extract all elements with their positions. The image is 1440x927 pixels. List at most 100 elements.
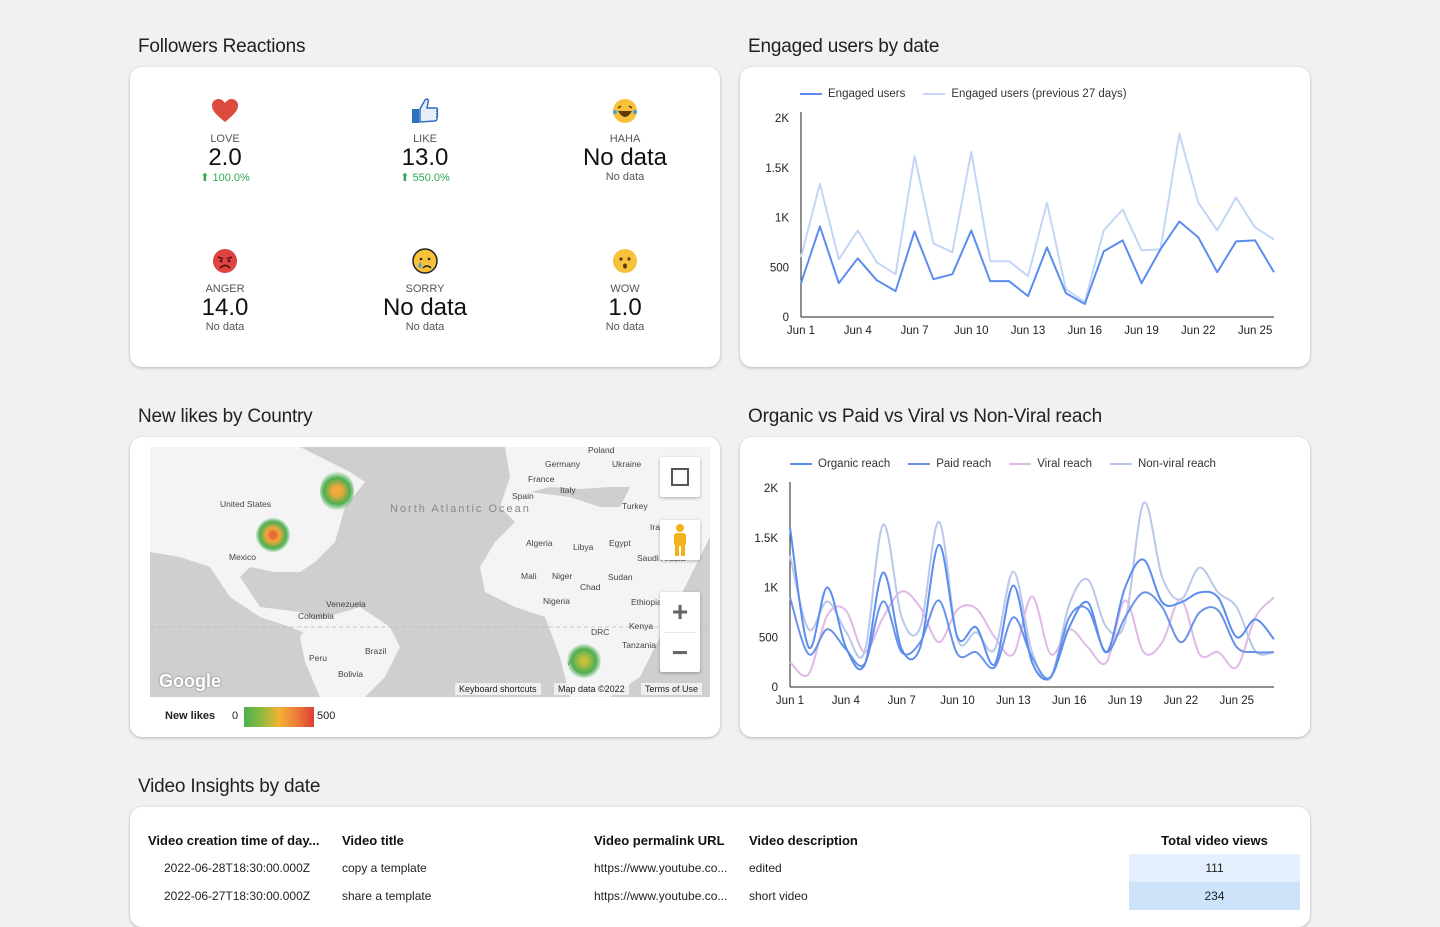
legend-label: Engaged users (previous 27 days) bbox=[951, 88, 1127, 100]
x-tick-label: Jun 13 bbox=[1011, 325, 1046, 337]
reaction-change: ⬆ 100.0% bbox=[125, 171, 325, 184]
cell-views: 234 bbox=[1129, 882, 1300, 910]
keyboard-shortcuts-link[interactable]: Keyboard shortcuts bbox=[455, 683, 541, 695]
engaged-users-chart: 0 500 1K 1.5K 2K Jun 1 Jun 4 Jun 7 Jun 10 Jun 13 J… bbox=[765, 112, 1275, 337]
map-legend-gradient bbox=[244, 707, 314, 727]
cell-views: 111 bbox=[1129, 854, 1300, 882]
column-header[interactable]: Total video views bbox=[1161, 832, 1268, 848]
cell-url[interactable]: https://www.youtube.co... bbox=[594, 889, 728, 903]
legend-item[interactable]: Organic reach bbox=[790, 458, 890, 470]
column-header[interactable]: Video title bbox=[342, 832, 404, 848]
map-country-label: Libya bbox=[573, 542, 594, 552]
series-line-engaged-users-previous-27-days- bbox=[800, 132, 1275, 304]
reaction-label: LIKE bbox=[413, 133, 437, 145]
terms-of-use-link[interactable]: Terms of Use bbox=[641, 683, 703, 695]
map-country-label: DRC bbox=[591, 627, 610, 637]
reaction-value: No data bbox=[582, 144, 668, 171]
ocean-label: North Atlantic Ocean bbox=[390, 503, 531, 515]
reaction-like: LIKE 13.0 ⬆ 550.0% bbox=[325, 97, 525, 184]
country-map[interactable]: North Atlantic Ocean Poland Germany Ukrain… bbox=[150, 447, 710, 697]
street-view-pegman-button[interactable] bbox=[660, 520, 700, 560]
chart-legend: Organic reach Paid reach Viral reach Non… bbox=[790, 458, 1216, 470]
column-header[interactable]: Video description bbox=[749, 832, 858, 848]
series-line-engaged-users bbox=[800, 220, 1275, 306]
reaction-value: No data bbox=[382, 294, 468, 321]
reaction-sorry: SORRY No data No data bbox=[325, 247, 525, 333]
legend-swatch bbox=[1109, 463, 1132, 465]
legend-item[interactable]: Viral reach bbox=[1009, 458, 1092, 470]
map-country-label: United States bbox=[220, 499, 272, 509]
column-header[interactable]: Video creation time of day... bbox=[148, 832, 320, 848]
map-country-label: Mali bbox=[521, 571, 537, 581]
legend-label: Viral reach bbox=[1037, 458, 1092, 470]
reaction-label: SORRY bbox=[405, 283, 445, 295]
zoom-in-button[interactable]: + bbox=[671, 596, 689, 627]
map-country-label: Bolivia bbox=[338, 669, 364, 679]
google-logo: Google bbox=[159, 671, 221, 691]
column-header[interactable]: Video permalink URL bbox=[594, 832, 725, 848]
table-row[interactable]: 2022-06-28T18:30:00.000Z copy a template… bbox=[148, 854, 1300, 882]
table-header-row: Video creation time of day... Video titl… bbox=[148, 826, 1300, 854]
x-tick-label: Jun 1 bbox=[776, 695, 804, 707]
reaction-haha: HAHA No data No data bbox=[525, 97, 725, 183]
reach-title: Organic vs Paid vs Viral vs Non-Viral re… bbox=[748, 406, 1102, 427]
legend-label: Non-viral reach bbox=[1137, 458, 1216, 470]
legend-item[interactable]: Non-viral reach bbox=[1109, 458, 1216, 470]
x-tick-label: Jun 19 bbox=[1124, 325, 1159, 337]
y-tick-label: 500 bbox=[770, 262, 789, 274]
map-country-label: Kenya bbox=[629, 621, 654, 631]
legend-label: Engaged users bbox=[828, 88, 906, 100]
map-country-label: Italy bbox=[560, 485, 576, 495]
reaction-value: 2.0 bbox=[208, 144, 242, 171]
new-likes-title: New likes by Country bbox=[138, 406, 313, 427]
fullscreen-icon bbox=[671, 468, 689, 486]
table-row[interactable]: 2022-06-27T18:30:00.000Z share a templat… bbox=[148, 882, 1300, 910]
pegman-icon bbox=[674, 524, 686, 556]
map-legend-min: 0 bbox=[232, 710, 239, 722]
reach-chart: 0 500 1K 1.5K 2K Jun 1 Jun 4 Jun 7 Jun 10 Jun 13 J… bbox=[754, 482, 1275, 707]
angry-face-icon bbox=[213, 249, 237, 273]
x-tick-label: Jun 19 bbox=[1108, 695, 1143, 707]
legend-swatch bbox=[790, 463, 812, 465]
cell-url[interactable]: https://www.youtube.co... bbox=[594, 861, 728, 875]
video-insights-card: Video creation time of day... Video titl… bbox=[130, 807, 1310, 927]
reaction-anger: ANGER 14.0 No data bbox=[125, 247, 325, 333]
reaction-change: No data bbox=[605, 171, 645, 183]
x-tick-label: Jun 16 bbox=[1052, 695, 1087, 707]
map-legend-max: 500 bbox=[317, 710, 336, 722]
x-tick-label: Jun 22 bbox=[1181, 325, 1216, 337]
y-tick-label: 0 bbox=[772, 682, 778, 694]
cell-description: short video bbox=[749, 889, 808, 903]
legend-item[interactable]: Engaged users (previous 27 days) bbox=[923, 88, 1127, 100]
map-country-label: Peru bbox=[309, 653, 327, 663]
y-tick-label: 1K bbox=[775, 213, 789, 225]
legend-label: Organic reach bbox=[818, 458, 891, 470]
legend-item[interactable]: Engaged users bbox=[800, 88, 905, 100]
x-tick-label: Jun 7 bbox=[900, 325, 928, 337]
fullscreen-button[interactable] bbox=[660, 457, 700, 497]
reactions-card: LOVE 2.0 ⬆ 100.0% LIKE 13.0 ⬆ 550.0% HAH… bbox=[130, 67, 720, 367]
map-country-label: France bbox=[528, 474, 555, 484]
map-country-label: Niger bbox=[552, 571, 573, 581]
series-line-organic-reach bbox=[789, 527, 1275, 681]
legend-swatch bbox=[800, 93, 822, 95]
video-table: Video creation time of day... Video titl… bbox=[148, 826, 1300, 910]
reaction-change-value: 550.0% bbox=[412, 172, 450, 184]
reaction-love: LOVE 2.0 ⬆ 100.0% bbox=[125, 97, 325, 184]
x-tick-label: Jun 22 bbox=[1164, 695, 1199, 707]
heat-spot bbox=[256, 518, 290, 552]
reaction-label: ANGER bbox=[205, 283, 245, 295]
legend-item[interactable]: Paid reach bbox=[908, 458, 991, 470]
x-tick-label: Jun 10 bbox=[940, 695, 975, 707]
chart-legend: Engaged users Engaged users (previous 27… bbox=[800, 88, 1127, 100]
reaction-change: No data bbox=[205, 321, 245, 333]
reaction-change: No data bbox=[605, 321, 645, 333]
y-tick-label: 2K bbox=[775, 113, 789, 125]
video-insights-title: Video Insights by date bbox=[138, 776, 321, 797]
map-country-label: Algeria bbox=[526, 538, 553, 548]
map-country-label: Nigeria bbox=[543, 596, 570, 606]
reaction-change: ⬆ 550.0% bbox=[325, 171, 525, 184]
reaction-label: HAHA bbox=[609, 133, 641, 145]
zoom-out-button[interactable]: − bbox=[671, 636, 689, 668]
reaction-change: No data bbox=[405, 321, 445, 333]
